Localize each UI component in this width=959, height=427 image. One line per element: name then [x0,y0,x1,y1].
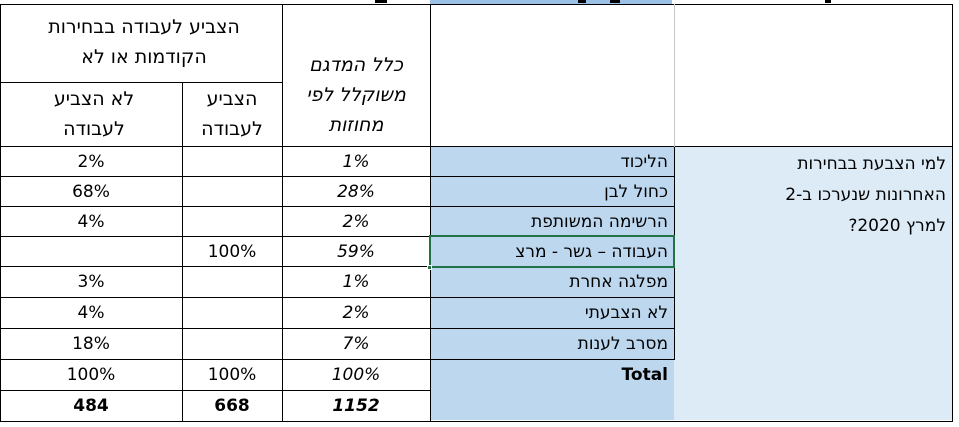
total-sample-header-line1: כלל המדגם [309,54,403,76]
question-fill [674,147,952,420]
did-not-vote-value[interactable]: 4% [77,212,105,232]
fill-handle[interactable] [427,265,432,270]
title-text-remnant [825,0,831,3]
grid-line [674,4,675,147]
did-not-vote-value[interactable]: 2% [77,152,105,172]
grid-line [0,297,674,298]
grid-line [0,146,952,147]
title-text-remnant [375,0,387,3]
total-value[interactable]: 28% [337,182,375,202]
row-label[interactable]: הליכוד [620,152,668,172]
voted-header-line2: לעבודה [201,118,263,140]
grid-line [0,4,1,422]
voted-value[interactable] [182,267,282,297]
row-label[interactable]: לא הצבעתי [584,303,668,323]
did-not-vote-header[interactable]: לא הצביע לעבודה [6,84,182,146]
grid-line [182,82,183,422]
question-line3: למרץ 2020? [848,216,946,236]
labels-fill [430,147,674,420]
grid-line [0,266,430,267]
question-line1: למי הצבעת בבחירות [797,154,946,174]
total-value[interactable]: 1% [342,272,370,292]
group-header-line2: הקודמות או לא [81,46,207,68]
total-value[interactable]: 100% [331,365,381,385]
grid-line [0,206,674,207]
grid-line [0,176,674,177]
voted-value[interactable] [182,207,282,237]
question-line2: האחרונות שנערכו ב-2 [785,185,946,205]
total-sample-header[interactable]: כלל המדגם משוקלל לפי מחוזות [282,50,430,146]
did-not-vote-count[interactable]: 484 [73,396,109,416]
did-not-vote-value[interactable]: 3% [77,272,105,292]
title-fill [430,0,672,4]
voted-value[interactable] [182,147,282,177]
voted-value[interactable] [182,329,282,359]
group-header-line1: הצביע לעבודה בבחירות [48,16,240,38]
total-value[interactable]: 7% [342,334,370,354]
grid-line [952,4,953,422]
voted-header[interactable]: הצביע לעבודה [182,84,282,146]
total-value[interactable]: 2% [342,303,370,323]
title-text-remnant [610,0,620,3]
voted-value[interactable] [182,177,282,207]
did-not-vote-header-line2: לעבודה [63,118,125,140]
total-value[interactable]: 1% [342,152,370,172]
row-label[interactable]: כחול לבן [604,182,668,202]
did-not-vote-value[interactable] [0,237,182,267]
grid-line [0,236,430,237]
did-not-vote-value[interactable]: 68% [72,182,110,202]
grid-line [0,359,674,360]
row-label[interactable]: מסרב לענות [577,334,668,354]
grid-line [282,4,283,422]
total-value[interactable]: 59% [337,242,375,262]
row-label[interactable]: הרשימה המשותפת [531,212,668,232]
voted-count[interactable]: 668 [214,396,250,416]
voted-header-line1: הצביע [206,88,258,110]
row-label[interactable]: מפלגה אחרת [569,272,668,292]
did-not-vote-header-line1: לא הצביע [53,88,135,110]
row-label-total[interactable]: Total [621,365,668,385]
did-not-vote-value[interactable]: 18% [72,334,110,354]
row-label-selected[interactable]: העבודה – גשר - מרצ [515,242,668,262]
voted-value[interactable]: 100% [207,242,257,262]
grid-line [0,421,952,422]
row-label[interactable] [430,391,674,421]
grid-line [0,328,674,329]
voted-value[interactable]: 100% [207,365,257,385]
total-sample-header-line3: מחוזות [328,114,384,136]
total-count[interactable]: 1152 [332,396,380,416]
grid-line [0,390,430,391]
grid-line [430,4,431,422]
total-sample-header-line2: משוקלל לפי [306,84,406,106]
title-text-remnant [578,0,586,3]
did-not-vote-value[interactable]: 100% [66,365,116,385]
group-header[interactable]: הצביע לעבודה בבחירות הקודמות או לא [6,12,282,74]
voted-value[interactable] [182,298,282,328]
did-not-vote-value[interactable]: 4% [77,303,105,323]
grid-line [0,4,952,5]
total-value[interactable]: 2% [342,212,370,232]
active-cell-selection[interactable] [429,235,675,268]
question-cell[interactable]: למי הצבעת בבחירות האחרונות שנערכו ב-2 למ… [674,149,952,249]
grid-line [0,82,282,83]
